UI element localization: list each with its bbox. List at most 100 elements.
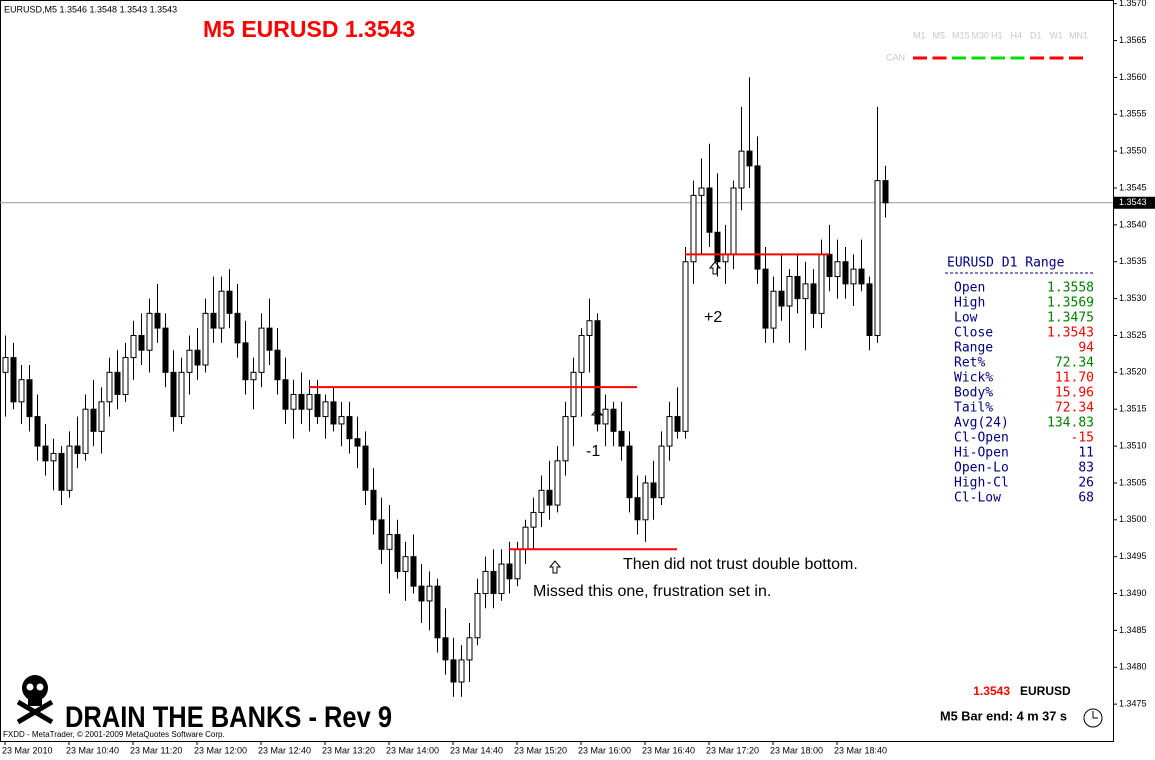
panel-value: 11.70 [1055, 371, 1094, 386]
candle-body [570, 371, 577, 418]
candle-body [154, 312, 161, 329]
candle-body [146, 312, 153, 351]
panel-value: 15.96 [1055, 386, 1094, 401]
candle-body [138, 334, 145, 351]
panel-value: 72.34 [1055, 356, 1094, 371]
y-tick-label: 1.3500 [1119, 514, 1147, 524]
clock-hands [1092, 711, 1098, 719]
candle-body [722, 253, 729, 263]
panel-label: High [954, 296, 985, 311]
panel-label: Low [954, 311, 978, 326]
last-price: 1.3543 [973, 684, 1010, 698]
panel-label: Close [954, 326, 993, 341]
candle-body [450, 659, 457, 683]
panel-label: Range [954, 341, 993, 356]
candle-body [346, 416, 353, 440]
panel-value: 1.3569 [1047, 296, 1094, 311]
candle-body [314, 393, 321, 418]
candle-body [874, 180, 881, 336]
eye [26, 683, 34, 691]
x-tick-label: 23 Mar 17:20 [706, 745, 759, 755]
candle-body [602, 408, 609, 425]
panel-value: 68 [1078, 491, 1094, 506]
candle-body [18, 379, 25, 403]
timeframe-label: D1 [1030, 30, 1042, 40]
candle-body [610, 408, 617, 432]
candle-body [546, 489, 553, 506]
candle-body [738, 150, 745, 189]
candle-body [418, 585, 425, 602]
plot-frame [0, 0, 1114, 742]
skull-icon [16, 675, 54, 725]
timeframe-label: H4 [1011, 30, 1023, 40]
candle-body [594, 320, 601, 425]
candle-body [378, 519, 385, 550]
eye [36, 683, 44, 691]
x-tick-label: 23 Mar 18:40 [834, 745, 887, 755]
candle-body [658, 445, 665, 499]
candle-body [842, 261, 849, 285]
price-label-box [1113, 196, 1155, 209]
candle-body [114, 371, 121, 395]
panel-value: 72.34 [1055, 401, 1094, 416]
candle-body [362, 445, 369, 491]
x-tick-label: 23 Mar 16:40 [642, 745, 695, 755]
candle-body [306, 393, 313, 410]
panel-title: EURUSD D1 Range [947, 256, 1065, 271]
candle-body [634, 497, 641, 521]
panel-value: -15 [1071, 431, 1094, 446]
panel-label: Open-Lo [954, 461, 1009, 476]
panel-label: Body% [954, 386, 993, 401]
candle-body [50, 452, 57, 462]
candle-body [234, 312, 241, 344]
candle-body [586, 320, 593, 336]
y-tick-label: 1.3485 [1119, 625, 1147, 635]
panel-label: Cl-Open [954, 431, 1009, 446]
y-tick-label: 1.3565 [1119, 35, 1147, 45]
y-tick-label: 1.3570 [1119, 0, 1147, 8]
candle-body [690, 194, 697, 263]
candle-body [482, 570, 489, 595]
candle-body [210, 312, 217, 329]
y-tick-label: 1.3490 [1119, 588, 1147, 598]
panel-label: High-Cl [954, 476, 1009, 491]
candle-body [354, 438, 361, 447]
candle-body [74, 445, 81, 454]
candle-body [290, 393, 297, 410]
candle-body [530, 511, 537, 528]
candle-body [618, 430, 625, 447]
candle-body [26, 379, 33, 418]
candle-body [330, 401, 337, 425]
y-tick-label: 1.3480 [1119, 662, 1147, 672]
skull [22, 675, 48, 701]
candle-body [762, 268, 769, 329]
arrow-up [548, 560, 562, 574]
candle-body [10, 357, 17, 403]
annotation: +2 [704, 309, 722, 326]
y-tick-label: 1.3540 [1119, 219, 1147, 229]
timeframe-label: M5 [933, 30, 946, 40]
candle-body [706, 187, 713, 233]
logo: DRAIN THE BANKS - Rev 9 [65, 701, 392, 734]
timeframe-label: M15 [952, 30, 970, 40]
y-tick-label: 1.3510 [1119, 440, 1147, 450]
candle-body [858, 268, 865, 285]
candle-body [90, 408, 97, 432]
candle-body [714, 231, 721, 263]
candle-body [58, 452, 65, 491]
x-tick-label: 23 Mar 11:20 [130, 745, 182, 755]
candle-body [802, 283, 809, 300]
candle-body [666, 416, 673, 447]
candle-body [626, 445, 633, 499]
candle-body [282, 379, 289, 410]
candle-body [34, 416, 41, 447]
x-tick-label: 23 Mar 14:40 [450, 745, 503, 755]
candle-body [698, 187, 705, 196]
candle-body [170, 371, 177, 418]
timeframe-label: M1 [913, 30, 926, 40]
price-label: 1.3543 [1119, 197, 1147, 207]
candle-body [834, 261, 841, 277]
candle-body [242, 342, 249, 381]
timeframe-label: M30 [972, 30, 990, 40]
